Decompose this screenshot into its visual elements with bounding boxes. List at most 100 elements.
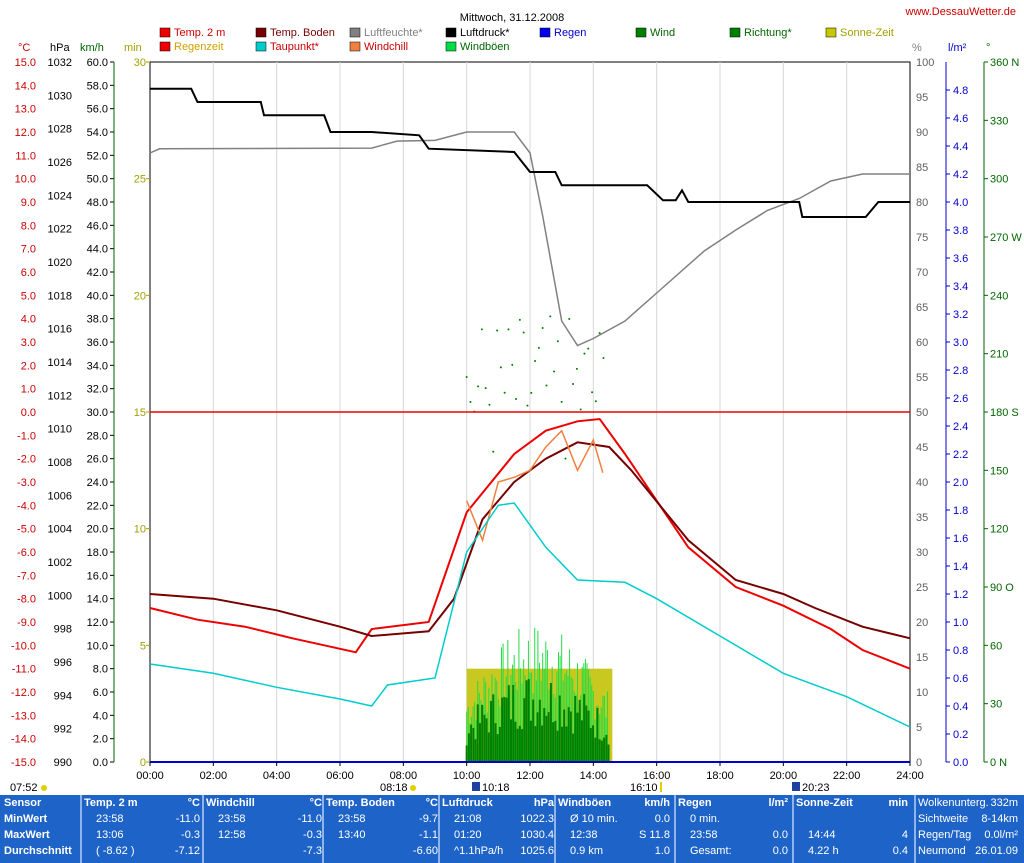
- wind-unit: km/h: [80, 42, 104, 54]
- stats-panel: Sensor MinWert MaxWert Durchschnitt Temp…: [0, 795, 1024, 863]
- temp-axis-tick: 2.0: [21, 360, 36, 372]
- rain-tick: 0.2: [953, 729, 968, 741]
- humidity-tick: 100: [916, 57, 934, 69]
- direction-tick: 30: [990, 699, 1002, 711]
- minutes-axis-tick: 25: [134, 174, 146, 186]
- temp-axis-tick: 12.0: [15, 127, 36, 139]
- pressure-axis-tick: 1032: [48, 57, 72, 69]
- wind-axis-tick: 56.0: [87, 104, 108, 116]
- direction-tick: 300: [990, 174, 1008, 186]
- wind-axis-tick: 48.0: [87, 197, 108, 209]
- stats-value: -11.0: [175, 813, 200, 825]
- wind-axis-tick: 44.0: [87, 244, 108, 256]
- stats-unit: hPa: [533, 797, 554, 809]
- site-link[interactable]: www.DessauWetter.de: [905, 6, 1016, 18]
- x-tick: 14:00: [580, 770, 608, 782]
- temp-axis-tick: 3.0: [21, 337, 36, 349]
- stats-separator: [202, 795, 204, 863]
- stats-time: 23:58: [338, 813, 366, 825]
- humidity-tick: 15: [916, 652, 928, 664]
- direction-dot: [579, 408, 582, 411]
- temp-axis-tick: 7.0: [21, 244, 36, 256]
- wind-axis-tick: 26.0: [87, 454, 108, 466]
- pressure-axis-tick: 1030: [48, 90, 72, 102]
- stats-value: -9.7: [419, 813, 438, 825]
- sun-icon: [410, 785, 416, 791]
- wind-axis-tick: 10.0: [87, 640, 108, 652]
- minutes-axis-tick: 0: [140, 757, 146, 769]
- direction-dot: [465, 375, 468, 378]
- stats-value: S 11.8: [639, 829, 670, 841]
- humidity-tick: 60: [916, 337, 928, 349]
- legend-swatch: [255, 27, 267, 38]
- legend-label: Temp. 2 m: [174, 27, 225, 39]
- sensor-header: Sensor: [4, 797, 42, 809]
- temp-axis-tick: 10.0: [15, 174, 36, 186]
- event-label: 16:10: [630, 782, 658, 794]
- event-label: 10:18: [482, 782, 510, 794]
- legend-label: Luftfeuchte*: [364, 27, 423, 39]
- stats-value: 0.0: [654, 813, 670, 825]
- sensor-column: Sensor MinWert MaxWert Durchschnitt: [4, 795, 84, 863]
- stats-time: 0.9 km: [570, 845, 604, 857]
- direction-dot: [575, 367, 578, 370]
- wind-axis-tick: 52.0: [87, 150, 108, 162]
- legend: Temp. 2 m Temp. Boden Luftfeuchte* Luftdruc…: [159, 27, 894, 53]
- stats-value: -7.3: [303, 845, 322, 857]
- rain-tick: 1.0: [953, 617, 968, 629]
- x-tick: 00:00: [136, 770, 164, 782]
- chart-title: Mittwoch, 31.12.2008: [460, 12, 565, 24]
- direction-dot: [583, 352, 586, 355]
- weather-chart: Mittwoch, 31.12.2008 www.DessauWetter.de…: [10, 6, 1022, 794]
- stats-header: Windböen: [558, 797, 612, 809]
- percent-unit: %: [912, 42, 922, 54]
- rain-tick: 4.2: [953, 169, 968, 181]
- wind-axis-tick: 0.0: [93, 757, 108, 769]
- direction-tick: 240: [990, 290, 1008, 302]
- stats-time: 23:58: [218, 813, 246, 825]
- legend-label: Richtung*: [744, 27, 792, 39]
- wind-axis-tick: 60.0: [87, 57, 108, 69]
- direction-dot: [541, 327, 544, 330]
- direction-dot: [518, 318, 521, 321]
- wind-axis-tick: 50.0: [87, 174, 108, 186]
- stats-value: -1.1: [419, 829, 438, 841]
- legend-label: Regenzeit: [174, 41, 224, 53]
- pressure-axis-tick: 1006: [48, 490, 72, 502]
- pressure-axis-tick: 1012: [48, 390, 72, 402]
- wind-axis-tick: 28.0: [87, 430, 108, 442]
- direction-dot: [591, 391, 594, 394]
- wind-axis-tick: 14.0: [87, 594, 108, 606]
- wind-axis-tick: 32.0: [87, 384, 108, 396]
- wind-axis-tick: 54.0: [87, 127, 108, 139]
- temp-unit: °C: [18, 42, 30, 54]
- direction-dot: [484, 387, 487, 390]
- temp-axis-tick: -9.0: [17, 617, 36, 629]
- temp-axis-tick: -12.0: [11, 687, 36, 699]
- humidity-tick: 0: [916, 757, 922, 769]
- rain-tick: 3.8: [953, 225, 968, 237]
- x-tick: 20:00: [770, 770, 798, 782]
- direction-tick: 90 O: [990, 582, 1014, 594]
- extra-label: Sichtweite: [918, 813, 969, 825]
- stats-time: 01:20: [454, 829, 482, 841]
- legend-swatch: [635, 27, 647, 38]
- right-axes: 1009590858075706560555045403530252015105…: [916, 57, 1022, 769]
- direction-dot: [503, 391, 506, 394]
- series-line: [466, 429, 604, 543]
- minutes-axis-tick: 15: [134, 407, 146, 419]
- stats-column-regen: Regen l/m² 0 min. 23:58 0.0 Gesamt: 0.0: [678, 795, 792, 863]
- humidity-tick: 5: [916, 722, 922, 734]
- direction-dot: [496, 329, 499, 332]
- stats-value: 1025.6: [520, 845, 554, 857]
- stats-separator: [674, 795, 676, 863]
- direction-tick: 150: [990, 465, 1008, 477]
- direction-dot: [499, 366, 502, 369]
- rain-tick: 4.8: [953, 85, 968, 97]
- humidity-tick: 90: [916, 127, 928, 139]
- stats-header: Temp. 2 m: [84, 797, 138, 809]
- rain-tick: 3.4: [953, 281, 968, 293]
- temp-axis-tick: 14.0: [15, 80, 36, 92]
- stats-time: 12:58: [218, 829, 246, 841]
- temp-axis-tick: 5.0: [21, 290, 36, 302]
